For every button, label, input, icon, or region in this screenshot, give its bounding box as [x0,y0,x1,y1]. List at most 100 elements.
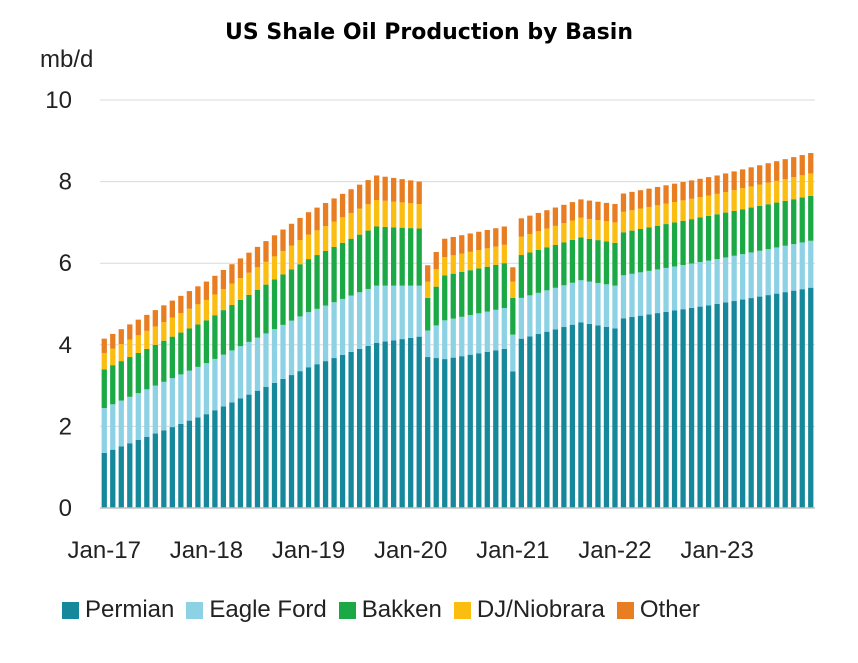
bar-segment-other [374,175,380,200]
bar-segment-bakken [425,297,431,331]
bar-segment-dj-niobrara [144,330,150,349]
bar-segment-eagle-ford [569,282,576,325]
bar-segment-bakken [246,294,252,342]
legend-item: Permian [62,596,174,624]
bar-segment-dj-niobrara [288,245,295,270]
bar-segment-permian [425,357,431,508]
bar-segment-bakken [254,289,261,338]
bar-segment-eagle-ford [288,320,295,376]
bar-segment-eagle-ford [740,254,746,300]
bar-segment-permian [348,351,354,508]
bar-segment-bakken [561,242,567,286]
bar-segment-eagle-ford [101,408,107,453]
bar-segment-bakken [382,226,388,286]
bar-segment-eagle-ford [169,378,175,428]
bar-segment-dj-niobrara [186,308,193,329]
bar-segment-eagle-ford [620,275,627,319]
legend-label: Other [639,596,700,623]
bar-segment-dj-niobrara [680,200,686,221]
bar-segment-eagle-ford [195,366,201,418]
bar-segment-eagle-ford [637,272,644,316]
bar-segment-bakken [459,271,465,317]
bar-segment-eagle-ford [229,350,235,403]
legend-item: Eagle Ford [186,596,327,624]
bar-segment-permian [569,324,576,508]
bar-segment-eagle-ford [578,280,584,323]
bar-segment-other [237,258,244,279]
bar-segment-eagle-ford [391,285,397,341]
bar-segment-dj-niobrara [510,281,516,298]
bar-segment-other [476,231,482,251]
bar-segment-bakken [646,227,652,271]
bar-segment-dj-niobrara [799,175,805,198]
bar-segment-eagle-ford [144,389,150,437]
bar-segment-bakken [578,237,584,281]
bar-segment-bakken [212,315,218,359]
bar-segment-eagle-ford [450,318,456,358]
bar-segment-dj-niobrara [791,177,797,200]
y-tick-label: 4 [59,332,72,359]
bar-segment-other [654,186,661,206]
bar-segment-other [799,155,805,176]
bar-segment-permian [527,336,533,508]
bar-segment-other [510,267,516,282]
bar-segment-dj-niobrara [459,253,465,272]
bar-segment-eagle-ford [714,259,720,304]
x-tick-label: Jan-19 [272,537,345,564]
bar-segment-bakken [493,264,499,310]
bar-segment-permian [714,304,720,508]
bar-segment-eagle-ford [416,285,422,337]
bar-segment-eagle-ford [680,264,686,310]
bar-segment-eagle-ford [705,260,712,306]
bar-segment-other [195,286,201,305]
bar-segment-other [757,165,763,185]
bar-segment-dj-niobrara [493,246,499,265]
bar-segment-dj-niobrara [705,195,712,216]
bar-segment-permian [561,327,567,508]
bar-segment-bakken [637,228,644,273]
bar-segment-bakken [688,219,695,264]
bar-segment-other [152,310,158,327]
bar-segment-other [740,169,746,189]
bar-segment-eagle-ford [152,385,158,434]
bar-segment-permian [552,329,559,508]
bar-segment-eagle-ford [595,282,601,326]
bar-segment-bakken [714,214,720,260]
bar-segment-bakken [799,197,805,243]
bar-segment-bakken [169,336,175,379]
bar-segment-dj-niobrara [348,212,354,239]
bar-segment-dj-niobrara [408,203,414,229]
bar-segment-permian [144,436,150,508]
bar-segment-dj-niobrara [663,203,669,225]
bar-segment-bakken [671,222,678,267]
bar-segment-bakken [186,328,193,371]
bar-segment-permian [212,410,218,508]
legend-item: Other [616,596,700,624]
bar-segment-permian [774,293,780,508]
bar-segment-permian [705,305,712,508]
bar-segment-other [501,226,507,245]
bar-segment-other [416,181,422,205]
bar-segment-dj-niobrara [178,313,184,333]
bar-segment-permian [467,354,473,508]
bar-segment-permian [731,301,737,508]
bar-segment-permian [220,406,227,508]
legend-swatch [62,601,79,619]
bar-segment-other [705,177,712,196]
bar-segment-dj-niobrara [254,267,261,290]
bar-segment-bakken [339,242,346,299]
legend-swatch [338,601,356,619]
bar-segment-other [595,201,601,221]
bar-segment-permian [603,326,610,508]
bar-segment-bakken [416,228,422,286]
bar-segment-dj-niobrara [305,234,312,260]
bar-segment-eagle-ford [476,313,482,354]
bar-segment-bakken [118,361,124,401]
bar-segment-dj-niobrara [671,202,678,223]
bar-segment-permian [237,398,244,508]
bar-segment-bakken [535,250,541,293]
bar-segment-permian [408,337,414,508]
bar-segment-bakken [484,266,490,312]
legend-item: DJ/Niobrara [453,596,605,624]
